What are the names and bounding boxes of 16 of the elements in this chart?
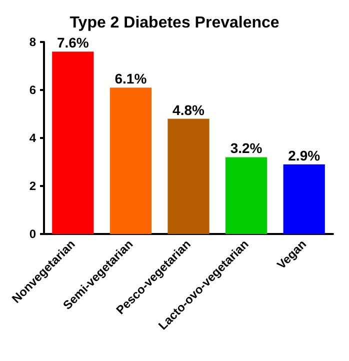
chart-title: Type 2 Diabetes Prevalence <box>70 14 280 32</box>
data-label: 4.8% <box>172 102 206 118</box>
y-tick-label: 4 <box>29 131 36 145</box>
bar <box>168 118 210 234</box>
bar <box>225 157 268 234</box>
data-label: 7.6% <box>56 34 90 51</box>
bar <box>52 52 94 234</box>
bar <box>283 164 325 234</box>
data-label: 2.9% <box>288 147 321 164</box>
y-tick-label: 0 <box>29 227 36 241</box>
y-tick-label: 2 <box>29 179 36 193</box>
y-tick-label: 6 <box>29 83 36 97</box>
y-tick-label: 8 <box>29 35 36 49</box>
bar <box>110 88 152 234</box>
data-label: 6.1% <box>114 70 148 87</box>
data-label: 3.2% <box>230 140 263 156</box>
